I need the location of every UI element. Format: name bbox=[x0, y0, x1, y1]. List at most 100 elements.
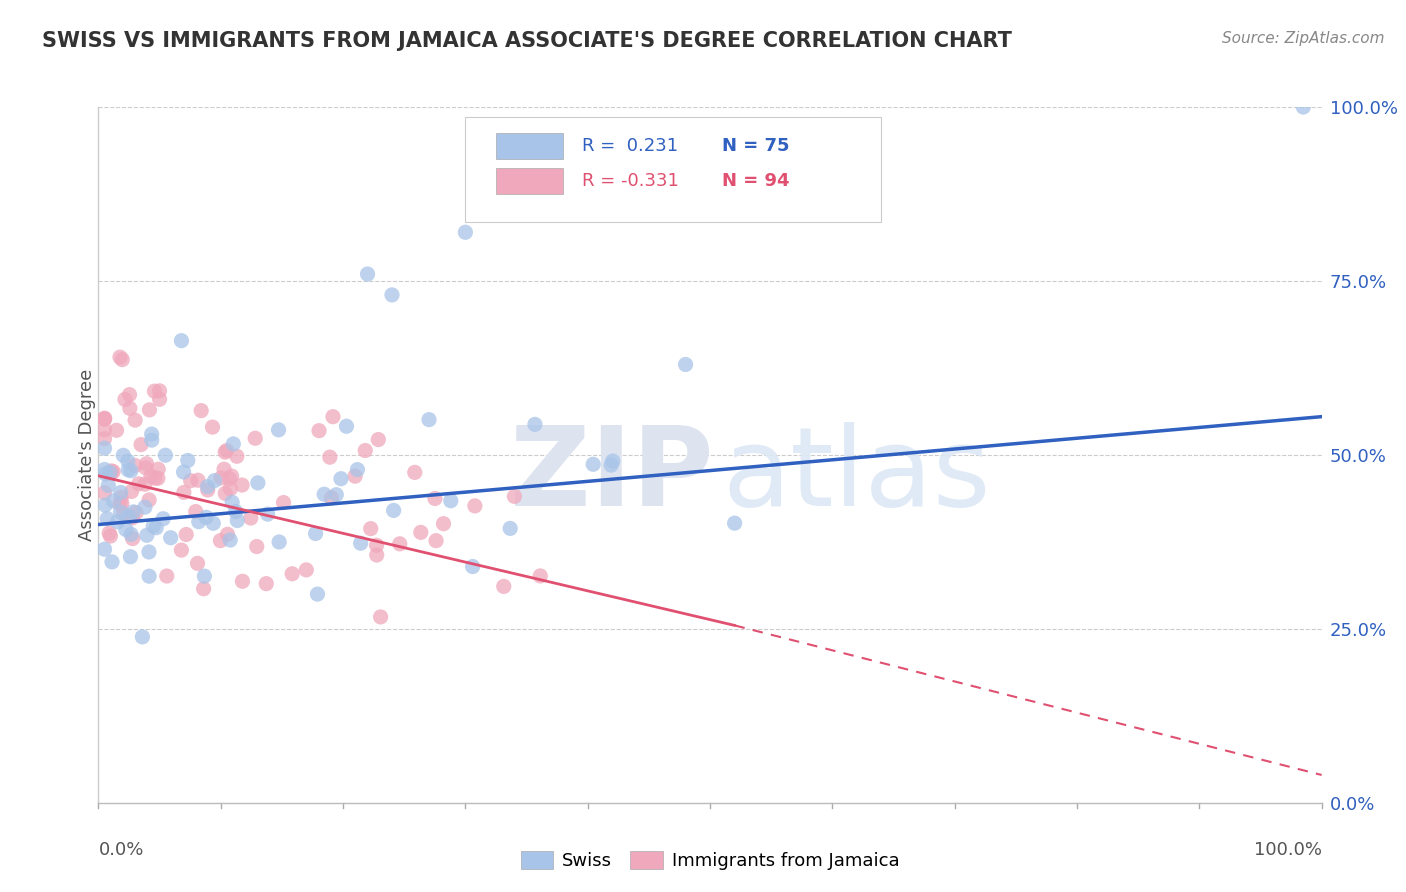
Point bbox=[295, 563, 318, 577]
Point bbox=[602, 454, 624, 468]
Point bbox=[1292, 100, 1315, 114]
Text: 0.0%: 0.0% bbox=[98, 841, 143, 859]
Point bbox=[209, 533, 232, 548]
Point bbox=[202, 516, 225, 531]
Point bbox=[461, 559, 484, 574]
Point bbox=[94, 467, 117, 481]
Point bbox=[105, 423, 128, 437]
Point bbox=[267, 423, 290, 437]
Point bbox=[214, 486, 236, 500]
Point bbox=[100, 467, 122, 481]
Point bbox=[138, 569, 160, 583]
Point bbox=[170, 543, 193, 558]
Point bbox=[120, 527, 142, 541]
Point bbox=[120, 464, 142, 478]
Point bbox=[101, 465, 124, 479]
Point bbox=[356, 267, 378, 281]
Point bbox=[100, 464, 122, 478]
Point bbox=[124, 458, 146, 473]
Point bbox=[254, 576, 277, 591]
Point bbox=[138, 402, 160, 417]
Point bbox=[103, 494, 125, 508]
Point bbox=[464, 499, 486, 513]
Point bbox=[367, 433, 389, 447]
Point bbox=[314, 487, 336, 501]
Point bbox=[382, 503, 405, 517]
Point bbox=[195, 510, 218, 524]
Point bbox=[110, 505, 132, 519]
Point bbox=[308, 424, 330, 438]
Point bbox=[225, 450, 247, 464]
Point bbox=[174, 527, 197, 541]
Point bbox=[148, 384, 170, 398]
Point bbox=[138, 493, 160, 508]
Point bbox=[135, 528, 157, 542]
Point bbox=[98, 526, 121, 541]
Point bbox=[135, 457, 157, 471]
Point bbox=[346, 462, 368, 476]
Point bbox=[529, 569, 551, 583]
Text: R = -0.331: R = -0.331 bbox=[582, 172, 679, 190]
Text: N = 94: N = 94 bbox=[723, 172, 790, 190]
Point bbox=[209, 471, 232, 485]
Point bbox=[440, 493, 463, 508]
Point bbox=[186, 557, 208, 571]
Point bbox=[214, 445, 236, 459]
FancyBboxPatch shape bbox=[496, 133, 564, 159]
Point bbox=[145, 521, 167, 535]
Text: 100.0%: 100.0% bbox=[1254, 841, 1322, 859]
Point bbox=[492, 579, 515, 593]
Point bbox=[96, 511, 118, 525]
Point bbox=[112, 507, 135, 521]
Point bbox=[354, 443, 377, 458]
Point bbox=[184, 504, 207, 518]
Point bbox=[523, 417, 546, 432]
Point bbox=[93, 462, 115, 476]
Point bbox=[108, 497, 131, 511]
Point bbox=[321, 491, 343, 505]
Point bbox=[201, 420, 224, 434]
Point bbox=[225, 504, 247, 518]
Point bbox=[600, 458, 623, 472]
Point bbox=[499, 521, 522, 535]
Point bbox=[97, 478, 120, 492]
Point bbox=[115, 523, 138, 537]
Point bbox=[187, 515, 209, 529]
Text: N = 75: N = 75 bbox=[723, 137, 790, 155]
Point bbox=[93, 412, 115, 426]
Point bbox=[273, 495, 295, 509]
Point bbox=[404, 466, 426, 480]
Point bbox=[582, 458, 605, 472]
Point bbox=[381, 288, 404, 302]
Point bbox=[425, 533, 447, 548]
Point bbox=[193, 569, 215, 583]
Point bbox=[723, 516, 745, 530]
Point bbox=[170, 334, 193, 348]
Point bbox=[269, 535, 291, 549]
Point bbox=[100, 529, 122, 543]
Point bbox=[121, 532, 143, 546]
Point bbox=[110, 485, 132, 500]
Point bbox=[330, 472, 353, 486]
Point bbox=[107, 515, 129, 529]
Point bbox=[219, 533, 242, 547]
Point bbox=[187, 473, 209, 487]
Point bbox=[245, 431, 267, 445]
Point bbox=[143, 471, 166, 485]
Point bbox=[152, 512, 174, 526]
Point bbox=[93, 423, 115, 437]
Point bbox=[117, 463, 139, 477]
Point bbox=[503, 489, 526, 503]
Point bbox=[93, 486, 115, 500]
Point bbox=[146, 471, 169, 485]
Point bbox=[350, 536, 373, 550]
FancyBboxPatch shape bbox=[465, 118, 882, 222]
Point bbox=[131, 630, 153, 644]
Point bbox=[231, 478, 253, 492]
Point bbox=[190, 403, 212, 417]
Point bbox=[108, 350, 131, 364]
Text: R =  0.231: R = 0.231 bbox=[582, 137, 678, 155]
Point bbox=[155, 448, 177, 462]
Point bbox=[124, 413, 146, 427]
Point bbox=[173, 485, 195, 500]
